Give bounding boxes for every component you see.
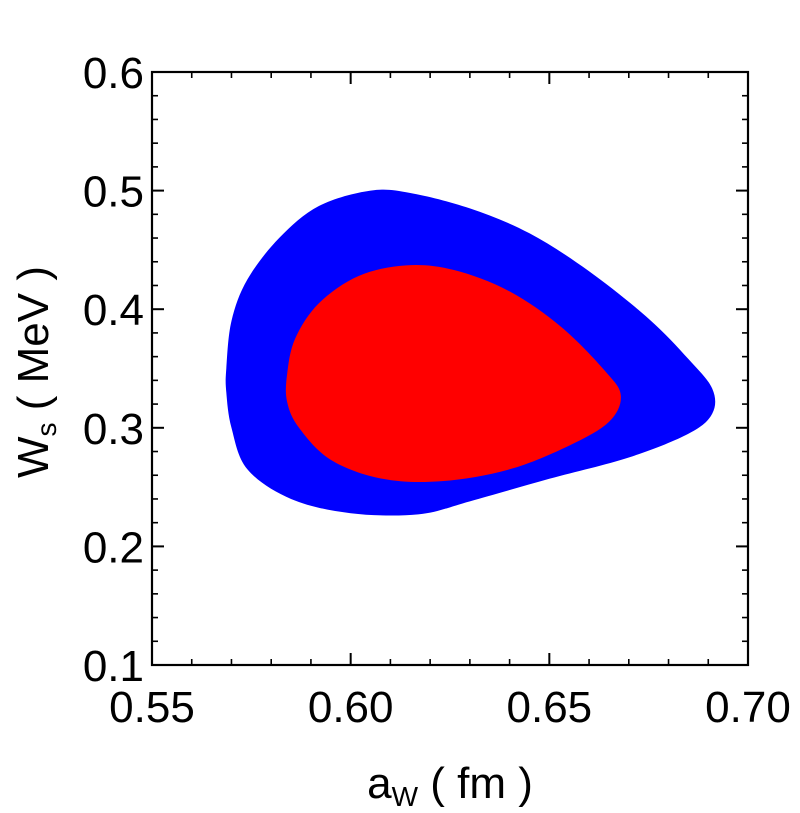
x-tick-label: 0.65 xyxy=(507,683,593,732)
y-tick-labels: 0.1 0.2 0.3 0.4 0.5 0.6 xyxy=(83,49,144,691)
x-tick-label: 0.70 xyxy=(705,683,791,732)
confidence-regions xyxy=(225,189,716,516)
y-tick-label: 0.2 xyxy=(83,523,144,572)
x-tick-labels: 0.55 0.60 0.65 0.70 xyxy=(109,683,791,732)
y-tick-label: 0.4 xyxy=(83,286,144,335)
y-tick-label: 0.5 xyxy=(83,168,144,217)
inner-confidence-region xyxy=(285,265,621,483)
y-tick-label: 0.6 xyxy=(83,49,144,98)
y-tick-label: 0.1 xyxy=(83,642,144,691)
plot-frame xyxy=(150,70,750,667)
y-tick-label: 0.3 xyxy=(83,405,144,454)
x-tick-label: 0.55 xyxy=(109,683,195,732)
y-axis-label: Ws ( MeV ) xyxy=(9,266,62,478)
x-axis-label: aW ( fm ) xyxy=(367,759,533,812)
x-tick-label: 0.60 xyxy=(308,683,394,732)
